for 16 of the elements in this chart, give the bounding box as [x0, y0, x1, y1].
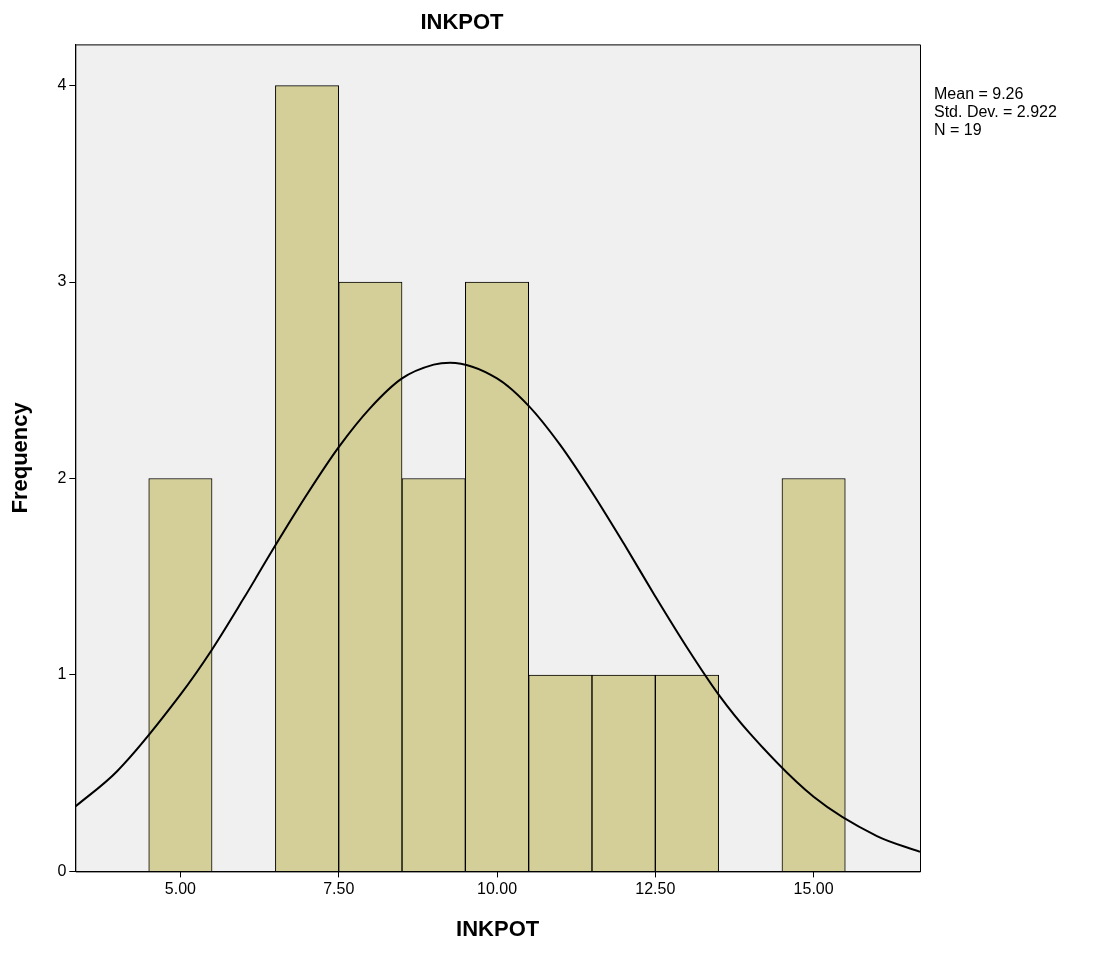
x-tick-label: 15.00	[793, 880, 834, 898]
x-tick-label: 10.00	[476, 880, 518, 898]
y-tick-label: 3	[57, 272, 67, 290]
text: Mean = 9.26	[934, 84, 1024, 102]
y-tick-label: 4	[57, 76, 67, 94]
chart-title: INKPOT	[420, 9, 505, 35]
text: Std. Dev. = 2.922	[934, 102, 1057, 120]
x-tick-label: 12.50	[635, 880, 676, 898]
x-axis-title: INKPOT	[456, 915, 540, 941]
text: N = 19	[934, 120, 982, 138]
y-axis-title: Frequency	[7, 401, 33, 514]
x-tick-label: 5.00	[164, 880, 197, 898]
x-tick-label: 7.50	[323, 880, 355, 898]
y-tick-label: 1	[57, 665, 67, 683]
y-tick-label: 2	[57, 468, 67, 486]
y-tick-label: 0	[57, 861, 67, 879]
